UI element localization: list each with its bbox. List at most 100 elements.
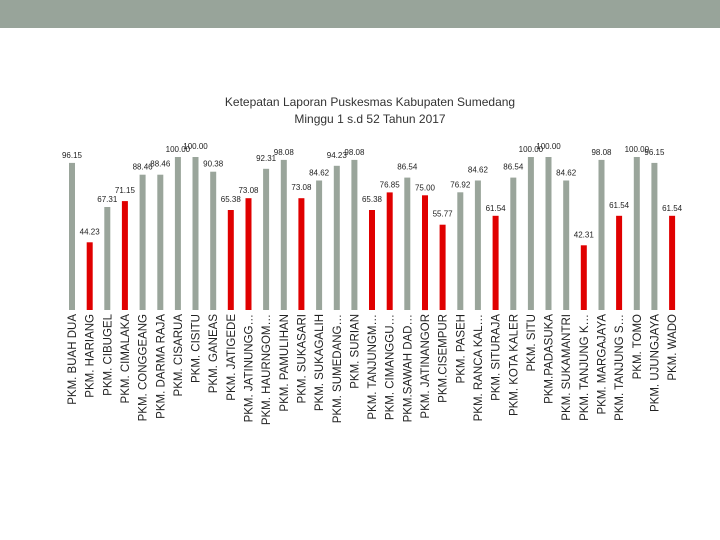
category-label-10: PKM. JATINUNGG… [244, 314, 256, 422]
value-label-2: 67.31 [97, 195, 118, 204]
value-label-3: 71.15 [115, 186, 136, 195]
category-label-23: PKM. RANCA KAL… [473, 314, 485, 421]
bar-20 [422, 195, 428, 311]
bar-22 [457, 192, 464, 310]
category-label-29: PKM. TANJUNG K… [579, 314, 591, 421]
chart-title-line2: Minggu 1 s.d 52 Tahun 2017 [294, 112, 446, 126]
bar-31 [616, 215, 623, 310]
category-label-14: PKM. SUKAGALIH [314, 314, 326, 411]
bar-0 [69, 162, 75, 310]
bar-3 [121, 201, 128, 310]
value-label-34: 61.54 [662, 204, 683, 213]
category-label-3: PKM. CIMALAKA [120, 314, 132, 404]
value-label-0: 96.15 [62, 151, 83, 160]
value-label-22: 76.92 [450, 180, 471, 189]
bar-14 [316, 180, 323, 310]
bar-23 [474, 180, 481, 310]
category-label-32: PKM. TOMO [632, 314, 644, 379]
value-label-27: 100.00 [536, 142, 561, 151]
value-label-17: 65.38 [362, 195, 383, 204]
category-label-26: PKM. SITU [526, 314, 538, 372]
bar-15 [333, 165, 340, 310]
category-label-21: PKM.CISEMPUR [438, 314, 450, 403]
bar-13 [298, 198, 305, 310]
bar-33 [651, 162, 658, 310]
value-label-20: 75.00 [415, 183, 436, 192]
category-label-27: PKM.PADASUKA [544, 314, 556, 404]
value-label-15: 94.23 [327, 151, 348, 160]
bar-9 [227, 210, 234, 310]
category-label-17: PKM. TANJUNGM… [367, 314, 379, 420]
bar-2 [104, 207, 111, 310]
category-label-18: PKM. CIMANGGU… [385, 314, 397, 420]
value-label-31: 61.54 [609, 201, 630, 210]
value-label-6: 100.00 [166, 145, 191, 154]
bar-10 [245, 198, 252, 310]
value-label-7: 100.00 [183, 142, 208, 151]
bar-21 [439, 224, 446, 310]
category-label-12: PKM. PAMULIHAN [279, 314, 291, 412]
category-label-33: PKM. UJUNGJAYA [649, 314, 661, 412]
category-label-8: PKM. GANEAS [208, 314, 220, 394]
value-label-1: 44.23 [80, 227, 101, 236]
chart-title: Ketepatan Laporan Puskesmas Kabupaten Su… [160, 94, 580, 128]
category-label-4: PKM. CONGGEANG [138, 314, 150, 421]
value-label-16: 98.08 [344, 148, 365, 157]
category-label-13: PKM. SUKASARI [296, 314, 308, 403]
category-label-0: PKM. BUAH DUA [67, 314, 79, 405]
bar-34 [669, 215, 676, 310]
value-label-21: 55.77 [433, 210, 454, 219]
category-label-15: PKM. SUMEDANG… [332, 314, 344, 423]
bar-5 [157, 174, 164, 310]
bar-11 [263, 168, 270, 310]
category-label-2: PKM. CIBUGEL [102, 313, 114, 395]
category-label-9: PKM. JATIGEDE [226, 314, 238, 401]
bar-6 [174, 157, 181, 310]
value-label-5: 88.46 [150, 160, 171, 169]
value-label-23: 84.62 [468, 166, 489, 175]
chart-title-line1: Ketepatan Laporan Puskesmas Kabupaten Su… [224, 95, 516, 109]
value-label-11: 92.31 [256, 154, 277, 163]
value-label-12: 98.08 [274, 148, 295, 157]
bar-27 [545, 157, 552, 310]
value-label-25: 86.54 [503, 163, 524, 172]
category-label-6: PKM. CISARUA [173, 314, 185, 397]
bar-19 [404, 177, 411, 310]
category-label-7: PKM. CISITU [191, 314, 203, 383]
category-label-28: PKM. SUKAMANTRI [561, 314, 573, 421]
value-label-19: 86.54 [397, 163, 418, 172]
value-label-10: 73.08 [238, 186, 259, 195]
value-label-14: 84.62 [309, 169, 330, 178]
value-label-18: 76.85 [380, 180, 401, 189]
value-label-33: 96.15 [644, 148, 665, 157]
bar-24 [492, 215, 499, 310]
value-label-4: 88.46 [133, 163, 154, 172]
value-label-8: 90.38 [203, 160, 224, 169]
category-label-24: PKM. SITURAJA [491, 314, 503, 401]
category-label-34: PKM. WADO [667, 314, 679, 381]
bar-7 [192, 157, 199, 310]
category-label-30: PKM. MARGAJAYA [597, 314, 609, 415]
bar-8 [210, 171, 217, 310]
category-label-31: PKM. TANJUNG S… [614, 314, 626, 421]
value-label-9: 65.38 [221, 195, 242, 204]
top-band [0, 0, 720, 28]
bar-32 [633, 157, 640, 310]
bar-18 [386, 192, 393, 310]
value-label-13: 73.08 [291, 183, 312, 192]
value-label-32: 100.00 [625, 145, 650, 154]
value-label-26: 100.00 [519, 145, 544, 154]
bar-30 [598, 159, 605, 310]
category-label-25: PKM. KOTA KALER [508, 314, 520, 416]
category-label-5: PKM. DARMA RAJA [155, 314, 167, 419]
value-label-29: 42.31 [574, 230, 595, 239]
bar-12 [280, 159, 287, 310]
category-label-11: PKM. HAURNGOM… [261, 314, 273, 425]
category-label-19: PKM.SAWAH DAD… [402, 314, 414, 422]
bar-4 [139, 174, 146, 310]
value-label-28: 84.62 [556, 169, 577, 178]
category-label-22: PKM. PASEH [455, 314, 467, 383]
category-label-20: PKM. JATINANGOR [420, 314, 432, 419]
value-label-24: 61.54 [486, 204, 507, 213]
